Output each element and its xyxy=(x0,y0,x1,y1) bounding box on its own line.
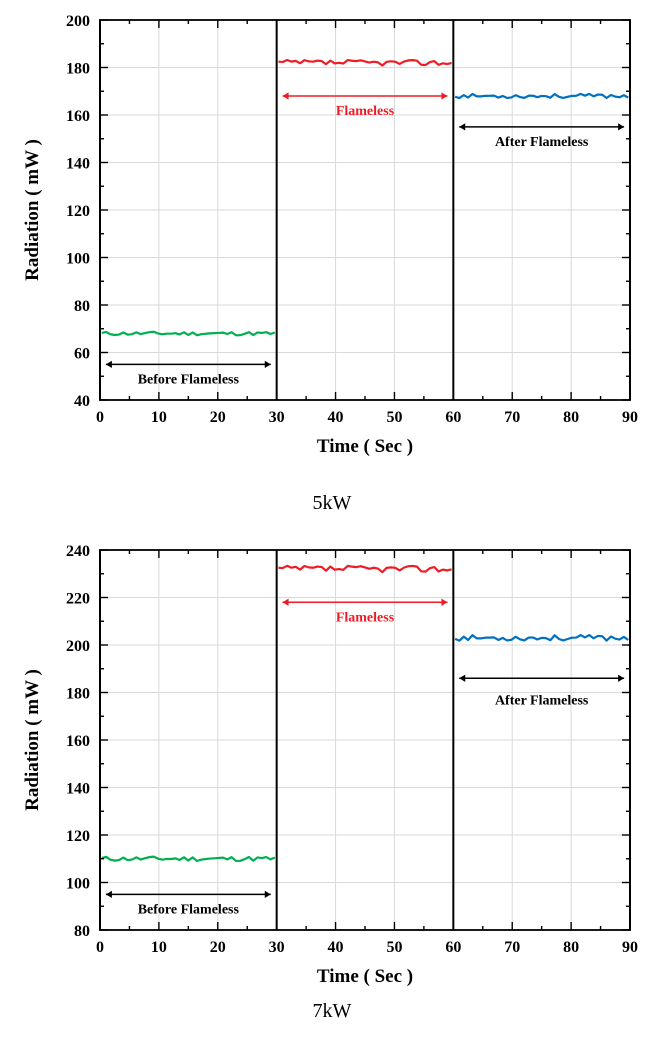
svg-text:200: 200 xyxy=(66,13,90,30)
svg-text:0: 0 xyxy=(96,409,104,426)
svg-text:Before Flameless: Before Flameless xyxy=(138,372,240,387)
chart-7kw-svg: Before Flameless Flameless After Flameless… xyxy=(0,530,664,1010)
svg-text:60: 60 xyxy=(445,939,461,956)
svg-text:70: 70 xyxy=(504,409,520,426)
svg-text:Before Flameless: Before Flameless xyxy=(138,902,240,917)
svg-text:240: 240 xyxy=(66,543,90,560)
svg-text:80: 80 xyxy=(563,939,579,956)
chart-5kw: Before Flameless Flameless After Flameless… xyxy=(0,0,664,485)
svg-text:180: 180 xyxy=(66,686,90,703)
svg-text:30: 30 xyxy=(269,409,285,426)
svg-text:0: 0 xyxy=(96,939,104,956)
svg-text:Radiation ( mW ): Radiation ( mW ) xyxy=(22,139,43,281)
svg-text:30: 30 xyxy=(269,939,285,956)
svg-text:20: 20 xyxy=(210,409,226,426)
svg-text:Flameless: Flameless xyxy=(336,610,395,625)
svg-text:200: 200 xyxy=(66,638,90,655)
svg-text:80: 80 xyxy=(563,409,579,426)
svg-text:60: 60 xyxy=(445,409,461,426)
svg-text:220: 220 xyxy=(66,591,90,608)
svg-text:70: 70 xyxy=(504,939,520,956)
svg-text:50: 50 xyxy=(386,409,402,426)
svg-text:140: 140 xyxy=(66,781,90,798)
svg-text:160: 160 xyxy=(66,733,90,750)
svg-text:40: 40 xyxy=(328,939,344,956)
caption-5kw: 5kW xyxy=(0,492,664,515)
svg-text:10: 10 xyxy=(151,409,167,426)
svg-text:40: 40 xyxy=(328,409,344,426)
svg-text:40: 40 xyxy=(74,393,90,410)
svg-text:100: 100 xyxy=(66,251,90,268)
svg-text:50: 50 xyxy=(386,939,402,956)
svg-text:120: 120 xyxy=(66,203,90,220)
svg-text:60: 60 xyxy=(74,346,90,363)
svg-text:180: 180 xyxy=(66,61,90,78)
svg-text:120: 120 xyxy=(66,828,90,845)
svg-text:80: 80 xyxy=(74,298,90,315)
page: Before Flameless Flameless After Flameless… xyxy=(0,0,664,1038)
chart-5kw-svg: Before Flameless Flameless After Flameless… xyxy=(0,0,664,480)
svg-text:140: 140 xyxy=(66,156,90,173)
svg-text:Time ( Sec ): Time ( Sec ) xyxy=(317,966,413,987)
svg-text:After Flameless: After Flameless xyxy=(495,693,589,708)
svg-text:Radiation ( mW ): Radiation ( mW ) xyxy=(22,669,43,811)
svg-text:10: 10 xyxy=(151,939,167,956)
svg-text:90: 90 xyxy=(622,409,638,426)
svg-text:160: 160 xyxy=(66,108,90,125)
svg-text:After Flameless: After Flameless xyxy=(495,135,589,150)
svg-text:100: 100 xyxy=(66,876,90,893)
svg-text:Flameless: Flameless xyxy=(336,104,395,119)
caption-7kw: 7kW xyxy=(0,1000,664,1023)
svg-text:90: 90 xyxy=(622,939,638,956)
svg-text:Time ( Sec ): Time ( Sec ) xyxy=(317,436,413,457)
svg-text:20: 20 xyxy=(210,939,226,956)
svg-text:80: 80 xyxy=(74,923,90,940)
chart-7kw: Before Flameless Flameless After Flameless… xyxy=(0,530,664,1015)
